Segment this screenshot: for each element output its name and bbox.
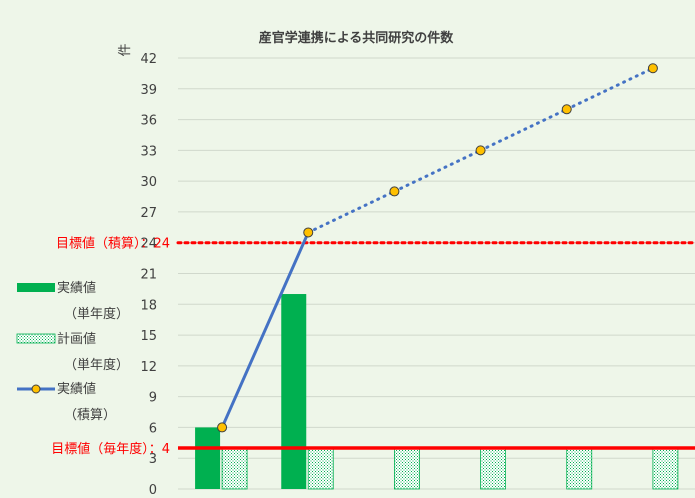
y-tick-label: 24 [140,237,157,252]
y-axis-label: 件 [118,43,133,56]
line-segment-actual [220,230,310,429]
target-cumulative-label: 目標値（積算）：24 [56,236,170,252]
cumulative-line [217,63,658,433]
legend-label: 実績値 [57,280,96,296]
target-annual-label: 目標値（毎年度）：4 [51,441,170,457]
bar-plan [652,447,679,490]
line-segment-projected [565,66,655,111]
legend-label-sub: （積算） [64,408,116,423]
y-tick-label: 33 [140,144,157,159]
y-tick-label: 15 [140,329,157,344]
line-segment-projected [306,189,396,234]
legend-swatch-marker [31,384,41,394]
chart-title: 産官学連携による共同研究の件数 [259,30,455,46]
bar-actual [195,427,221,489]
bar-plan [221,447,248,490]
y-tick-label: 36 [140,114,157,129]
y-tick-label: 39 [140,83,157,98]
bars [195,294,679,490]
y-tick-label: 12 [140,360,157,375]
y-tick-label: 21 [140,268,157,283]
line-point [217,422,228,433]
bar-actual [281,294,307,489]
line-point [303,227,314,238]
y-tick-label: 27 [140,206,157,221]
line-segment-projected [479,107,569,152]
legend-label: 計画値 [57,331,96,347]
y-tick-label: 18 [140,298,157,313]
bar-plan [480,447,506,490]
line-segment-projected [392,148,483,193]
line-point [475,145,486,156]
y-tick-label: 3 [149,452,157,467]
y-tick-label: 42 [140,52,157,67]
reference-lines: 目標値（積算）：24 目標値（毎年度）：4 [51,236,695,457]
y-tick-label: 0 [149,483,157,498]
line-point [647,63,658,74]
bar-plan [566,447,593,490]
y-tick-label: 6 [149,421,157,436]
legend-label-sub: （単年度） [64,306,129,322]
legend-label-sub: （単年度） [64,357,129,373]
legend-swatch-plan [16,333,56,344]
line-point [561,104,572,115]
bar-plan [394,447,420,490]
legend-label: 実績値 [57,381,96,397]
line-point [389,186,400,197]
legend: 実績値 （単年度） 計画値 （単年度） 実績値 （積算） [16,280,129,423]
legend-swatch-actual [17,283,55,292]
gridlines [178,57,695,490]
y-tick-label: 30 [140,175,157,190]
bar-plan [307,447,334,490]
y-tick-label: 9 [149,391,157,406]
